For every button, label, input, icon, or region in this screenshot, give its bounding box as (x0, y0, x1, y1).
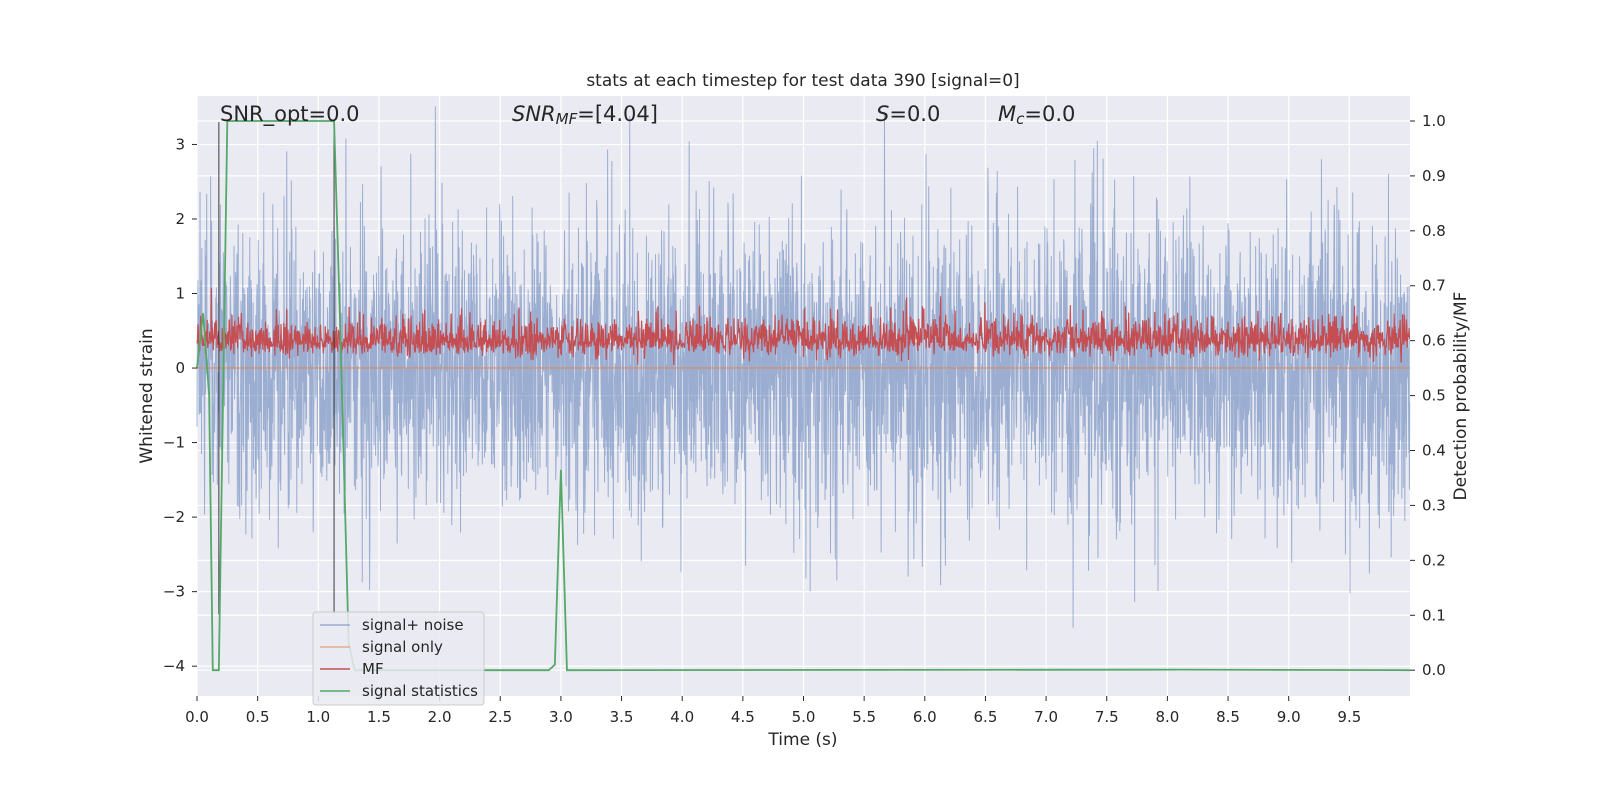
y-right-tick-label: 0.1 (1422, 606, 1446, 624)
legend: signal+ noise signal only MF signal stat… (312, 611, 485, 706)
annotation-mc: Mc=0.0 (998, 102, 1075, 128)
y-right-tick-label: 0.6 (1422, 332, 1446, 350)
x-tick-label: 0.5 (246, 708, 270, 726)
x-tick-label: 3.0 (549, 708, 573, 726)
annotation-snr-mf: SNRMF=[4.04] (512, 102, 658, 128)
y-left-tick-label: −3 (163, 583, 185, 601)
y-left-tick-label: 1 (175, 285, 185, 303)
y-right-tick-label: 0.7 (1422, 277, 1446, 295)
x-tick-label: 8.5 (1216, 708, 1240, 726)
x-tick-label: 0.0 (185, 708, 209, 726)
x-tick-label: 9.5 (1337, 708, 1361, 726)
x-tick-label: 5.5 (852, 708, 876, 726)
x-axis-label: Time (s) (767, 730, 837, 750)
chart-title: stats at each timestep for test data 390… (586, 71, 1019, 91)
y-left-tick-label: −1 (163, 434, 185, 452)
x-tick-label: 6.0 (913, 708, 937, 726)
legend-label-signal-statistics: signal statistics (362, 682, 478, 700)
series-mf (196, 288, 1411, 365)
annotation-s: S=0.0 (876, 102, 940, 126)
y-axis-left: −4 −3 −2 −1 0 1 2 3 (163, 135, 197, 675)
legend-box (312, 611, 485, 706)
x-tick-label: 1.5 (367, 708, 391, 726)
x-tick-label: 7.5 (1095, 708, 1119, 726)
x-tick-label: 1.0 (306, 708, 330, 726)
x-tick-label: 9.0 (1277, 708, 1301, 726)
series-signal-statistics (196, 120, 1411, 672)
mf-line (196, 288, 1411, 365)
legend-label-signal-only: signal only (362, 638, 443, 656)
vertical-markers (218, 122, 335, 615)
y-left-tick-label: 3 (175, 135, 185, 153)
x-tick-label: 2.5 (488, 708, 512, 726)
x-tick-label: 6.5 (974, 708, 998, 726)
annotation-snr-opt: SNR_opt=0.0 (220, 102, 360, 127)
y-axis-left-label: Whitened strain (137, 328, 157, 463)
x-tick-label: 2.0 (428, 708, 452, 726)
y-right-tick-label: 0.4 (1422, 442, 1446, 460)
series-signal-noise (196, 106, 1411, 628)
y-right-tick-label: 0.3 (1422, 496, 1446, 514)
x-tick-label: 4.0 (670, 708, 694, 726)
y-right-tick-label: 0.8 (1422, 222, 1446, 240)
y-right-tick-label: 0.5 (1422, 387, 1446, 405)
y-right-tick-label: 0.9 (1422, 167, 1446, 185)
x-tick-label: 8.0 (1155, 708, 1179, 726)
y-left-tick-label: 0 (175, 359, 185, 377)
y-axis-right-label: Detection probability/MF (1451, 292, 1471, 501)
y-left-tick-label: −2 (163, 508, 185, 526)
y-left-tick-label: −4 (163, 657, 185, 675)
noise-line (196, 106, 1411, 628)
legend-label-mf: MF (362, 660, 384, 678)
signal-statistics-line (196, 120, 1411, 672)
x-tick-label: 4.5 (731, 708, 755, 726)
x-tick-label: 7.0 (1034, 708, 1058, 726)
y-left-tick-label: 2 (175, 210, 185, 228)
y-right-tick-label: 0.0 (1422, 661, 1446, 679)
y-right-tick-label: 1.0 (1422, 112, 1446, 130)
legend-label-signal-noise: signal+ noise (362, 616, 464, 634)
y-axis-right: 0.0 0.1 0.2 0.3 0.4 0.5 0.6 0.7 0.8 0.9 1.0 (1410, 112, 1446, 679)
y-right-tick-label: 0.2 (1422, 551, 1446, 569)
x-tick-label: 5.0 (792, 708, 816, 726)
x-axis: 0.0 0.5 1.0 1.5 2.0 2.5 3.0 3.5 4.0 4.5 5.0 5.5 6.0 6… (185, 696, 1361, 726)
x-tick-label: 3.5 (610, 708, 634, 726)
